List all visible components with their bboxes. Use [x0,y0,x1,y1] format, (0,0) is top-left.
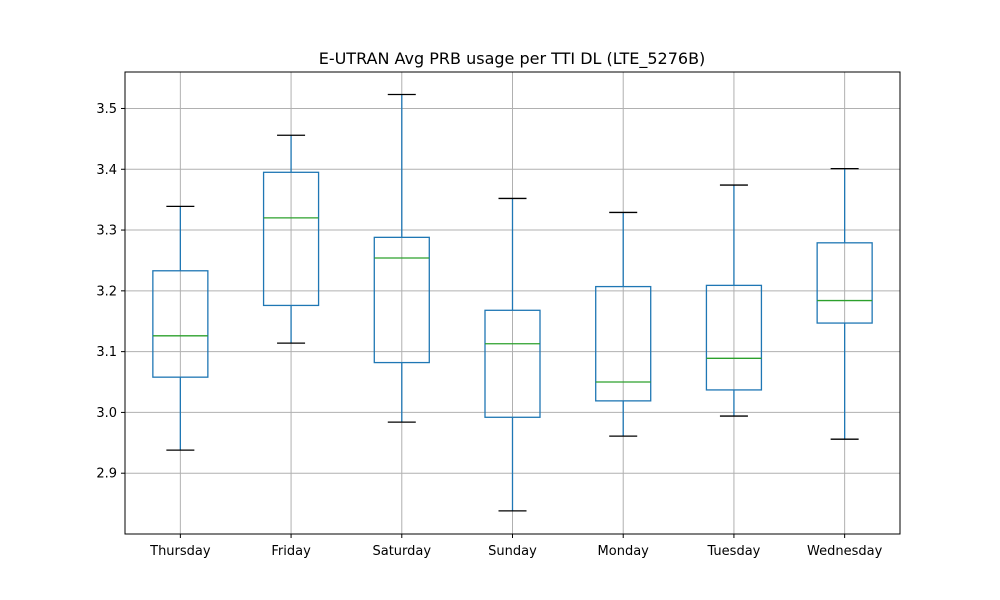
y-tick-label: 3.0 [96,406,117,421]
chart-title: E-UTRAN Avg PRB usage per TTI DL (LTE_52… [319,49,706,69]
iqr-box [484,309,541,418]
iqr-box [152,270,209,378]
y-tick-label: 2.9 [96,467,117,482]
x-axis-ticks: Thursday Friday Saturday Sunday Monday Tuesda… [149,534,883,559]
y-tick-label: 3.4 [96,163,117,178]
x-tick-label: Tuesday [706,544,760,559]
box-monday [595,211,652,437]
iqr-box [595,285,652,402]
y-tick-label: 3.3 [96,224,117,239]
y-tick-label: 3.5 [96,102,117,117]
box-wednesday [816,168,873,440]
x-tick-label: Monday [598,544,650,559]
iqr-box [705,284,763,391]
box-sunday [484,197,541,512]
x-tick-label: Sunday [488,544,537,559]
box-saturday [373,93,430,423]
y-tick-label: 3.1 [96,345,117,360]
x-tick-label: Wednesday [807,544,883,559]
y-tick-label: 3.2 [96,284,117,299]
x-tick-label: Friday [271,544,311,559]
y-axis-ticks: 2.9 3.0 3.1 3.2 3.3 3.4 3.5 [96,102,125,482]
x-tick-label: Saturday [372,544,431,559]
x-tick-label: Thursday [149,544,211,559]
box-series [152,93,873,512]
box-tuesday [705,184,763,417]
box-friday [262,134,320,344]
iqr-box [816,242,873,324]
iqr-box [262,171,320,307]
box-thursday [152,205,209,451]
iqr-box [373,236,430,364]
